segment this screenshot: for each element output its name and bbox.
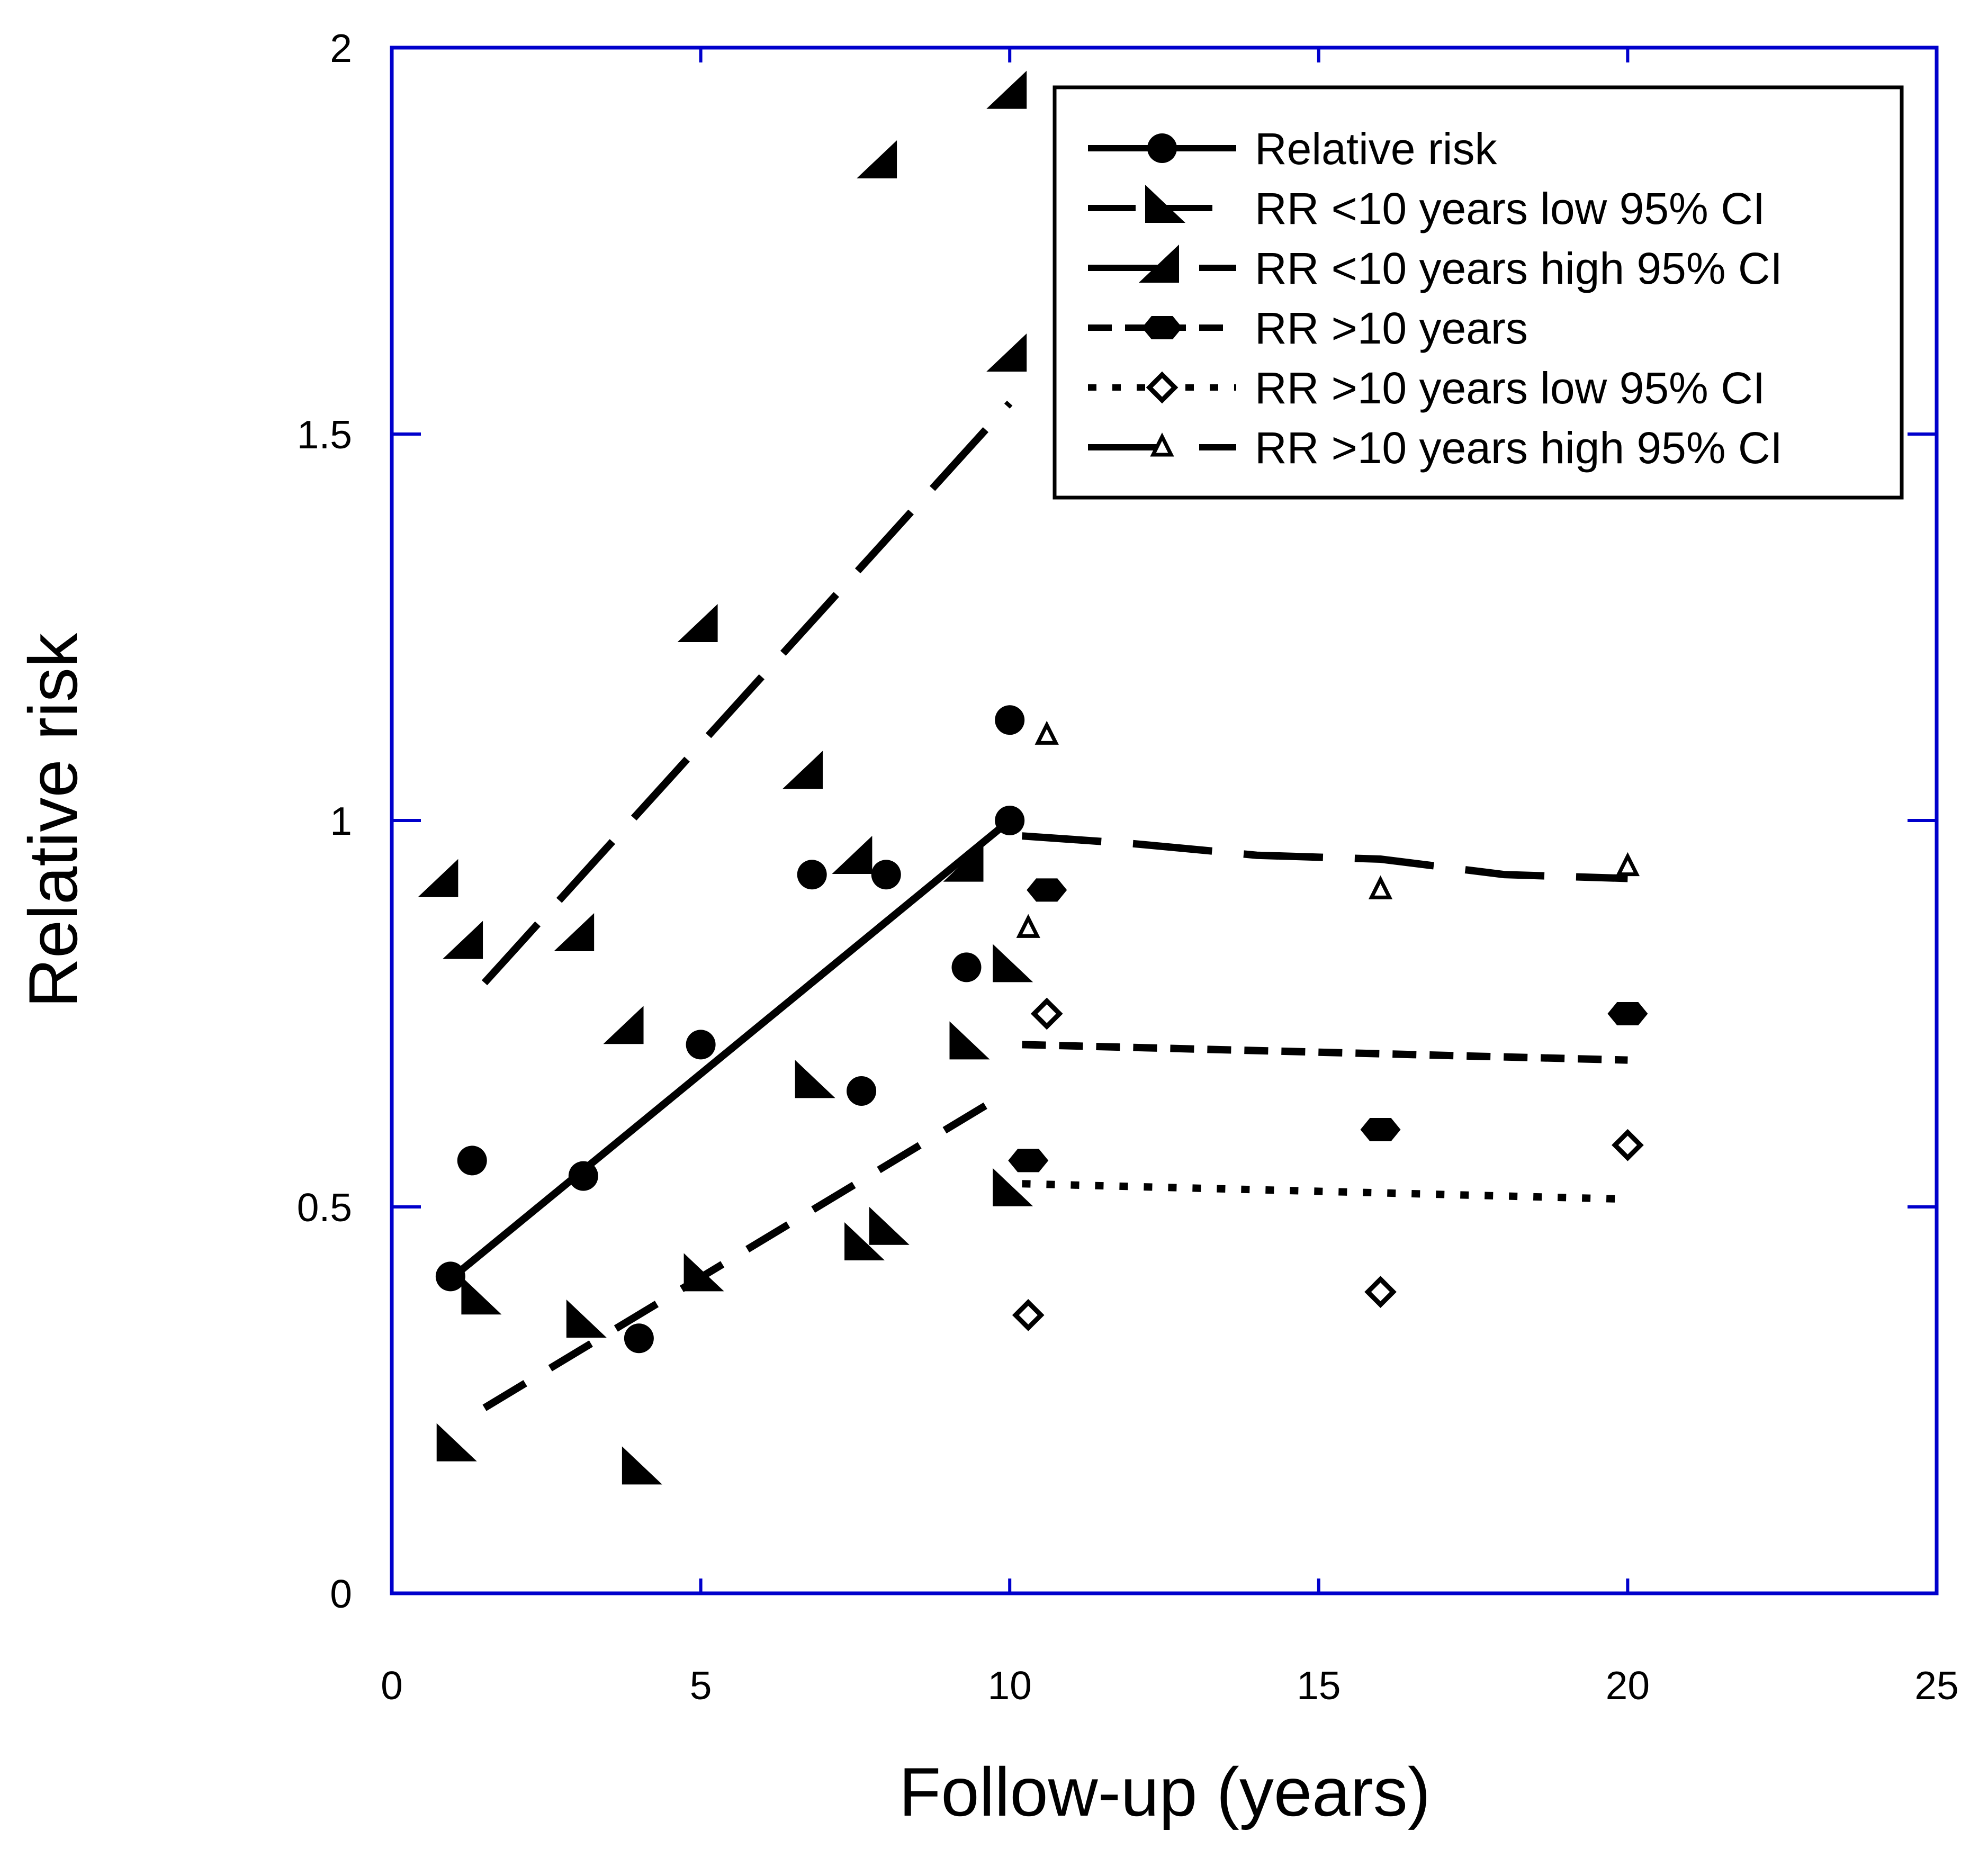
legend-label-series-2: RR <10 years low 95% CI <box>1255 184 1765 233</box>
legend-marker-series-5 <box>1146 371 1179 404</box>
point-series-1-8 <box>871 860 901 890</box>
point-series-3-4 <box>603 1006 644 1044</box>
point-series-3-1 <box>418 859 458 897</box>
point-series-1-5 <box>686 1030 716 1060</box>
fit-line-series-6 <box>1022 832 1628 882</box>
y-tick-label: 1.5 <box>297 412 352 457</box>
legend-marker-series-3 <box>1139 245 1179 283</box>
fit-lines <box>451 400 1628 1411</box>
point-series-3-5 <box>677 604 718 642</box>
x-tick-label: 10 <box>987 1663 1031 1708</box>
point-series-1-11 <box>995 705 1025 735</box>
x-axis-title: Follow-up (years) <box>899 1753 1431 1830</box>
x-tick-label: 0 <box>381 1663 403 1708</box>
legend: Relative risk RR <10 years low 95% CI RR <… <box>1053 85 1904 500</box>
point-series-1-2 <box>457 1146 487 1176</box>
legend-marker-series-2 <box>1145 185 1185 223</box>
point-series-2-4 <box>622 1446 662 1485</box>
point-series-5-1 <box>1012 1299 1045 1331</box>
point-series-6-1 <box>1016 914 1040 938</box>
point-series-6-2 <box>1035 720 1059 745</box>
point-series-1-6 <box>797 860 827 890</box>
point-series-2-2 <box>461 1276 502 1315</box>
legend-label-series-1: Relative risk <box>1255 124 1497 174</box>
point-series-1-4 <box>624 1323 654 1354</box>
point-series-3-6 <box>782 751 823 789</box>
y-tick-label: 1 <box>330 799 352 843</box>
point-series-6-3 <box>1368 875 1393 899</box>
point-series-1-9 <box>951 952 982 982</box>
point-series-1-1 <box>435 1261 465 1292</box>
point-series-1-10 <box>995 806 1025 835</box>
point-series-4-3 <box>1360 1118 1401 1141</box>
point-series-3-3 <box>554 913 595 951</box>
point-series-2-7 <box>844 1222 885 1260</box>
y-axis-title: Relative risk <box>14 633 92 1008</box>
legend-label-series-5: RR >10 years low 95% CI <box>1255 363 1765 413</box>
legend-label-series-4: RR >10 years <box>1255 303 1528 353</box>
legend-label-series-3: RR <10 years high 95% CI <box>1255 243 1783 293</box>
x-tick-label: 5 <box>690 1663 712 1708</box>
point-series-2-6 <box>795 1060 835 1098</box>
point-series-2-8 <box>869 1206 910 1245</box>
x-tick-label: 15 <box>1297 1663 1341 1708</box>
point-series-2-3 <box>566 1300 607 1338</box>
point-series-3-7 <box>832 836 872 874</box>
fit-line-series-2 <box>482 1088 1012 1411</box>
y-tick-label: 2 <box>330 26 352 70</box>
point-series-5-2 <box>1030 997 1063 1030</box>
point-series-3-2 <box>443 921 483 959</box>
point-series-3-11 <box>986 70 1027 109</box>
point-series-2-5 <box>683 1253 724 1292</box>
point-series-4-4 <box>1607 1002 1648 1025</box>
point-series-2-11 <box>993 944 1033 982</box>
point-series-2-10 <box>993 1168 1033 1206</box>
legend-box <box>1053 85 1904 500</box>
fit-line-series-4 <box>1022 1041 1628 1064</box>
legend-marker-series-1 <box>1147 133 1177 163</box>
x-tick-label: 20 <box>1606 1663 1650 1708</box>
point-series-3-9 <box>943 843 984 882</box>
point-series-5-3 <box>1364 1276 1397 1308</box>
point-series-6-4 <box>1615 852 1640 877</box>
point-series-2-9 <box>949 1021 990 1060</box>
y-tick-label: 0.5 <box>297 1185 352 1230</box>
fit-line-series-1 <box>451 817 1012 1279</box>
legend-marker-series-4 <box>1142 316 1182 339</box>
legend-marker-series-6 <box>1150 432 1174 457</box>
x-tick-label: 25 <box>1914 1663 1958 1708</box>
y-tick-label: 0 <box>330 1572 352 1616</box>
axis-ticks: 0 5 10 15 20 25 0 0.5 1 1.5 2 <box>297 26 1959 1708</box>
fit-line-series-3 <box>481 400 1013 986</box>
point-series-3-8 <box>857 140 897 178</box>
data-points <box>418 70 1648 1485</box>
legend-label-series-6: RR >10 years high 95% CI <box>1255 423 1783 473</box>
point-series-2-1 <box>436 1423 477 1462</box>
fit-line-series-5 <box>1022 1180 1628 1203</box>
point-series-5-4 <box>1612 1129 1644 1161</box>
point-series-4-1 <box>1008 1149 1049 1172</box>
point-series-1-7 <box>847 1076 877 1106</box>
point-series-1-3 <box>568 1161 598 1191</box>
point-series-3-10 <box>986 333 1027 372</box>
point-series-4-2 <box>1027 878 1067 902</box>
